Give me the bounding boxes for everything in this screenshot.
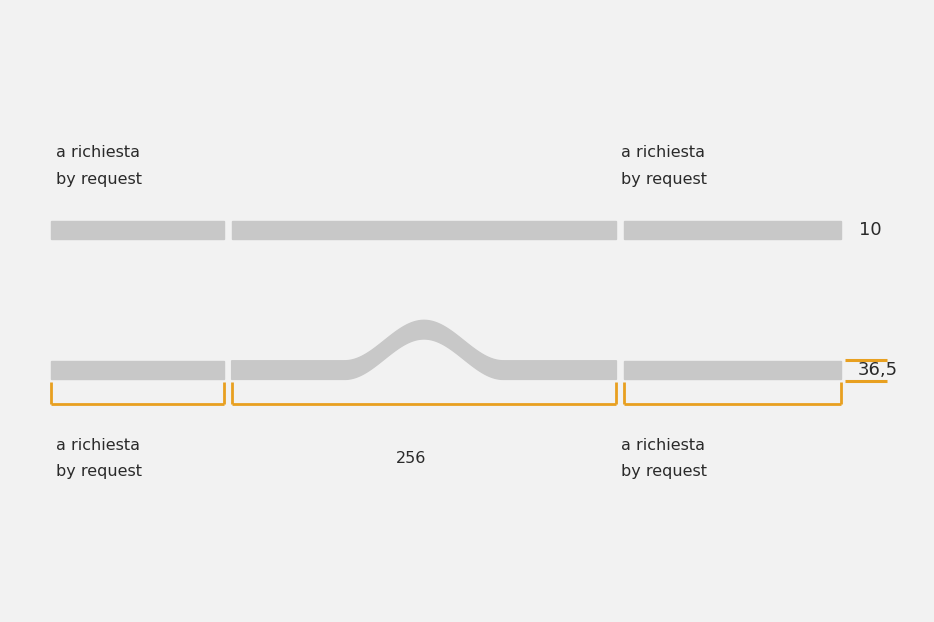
Text: a richiesta: a richiesta: [621, 438, 705, 453]
Text: a richiesta: a richiesta: [56, 438, 140, 453]
Bar: [624, 221, 841, 239]
Text: by request: by request: [621, 172, 707, 187]
Text: a richiesta: a richiesta: [56, 146, 140, 160]
Text: a richiesta: a richiesta: [621, 146, 705, 160]
Text: 36,5: 36,5: [857, 361, 898, 379]
Bar: [51, 221, 224, 239]
Text: by request: by request: [56, 464, 142, 479]
Bar: [51, 361, 224, 379]
Text: 10: 10: [859, 221, 882, 239]
Polygon shape: [232, 320, 616, 379]
Text: by request: by request: [56, 172, 142, 187]
Text: 256: 256: [396, 451, 426, 466]
Bar: [232, 221, 616, 239]
Bar: [624, 361, 841, 379]
Text: by request: by request: [621, 464, 707, 479]
